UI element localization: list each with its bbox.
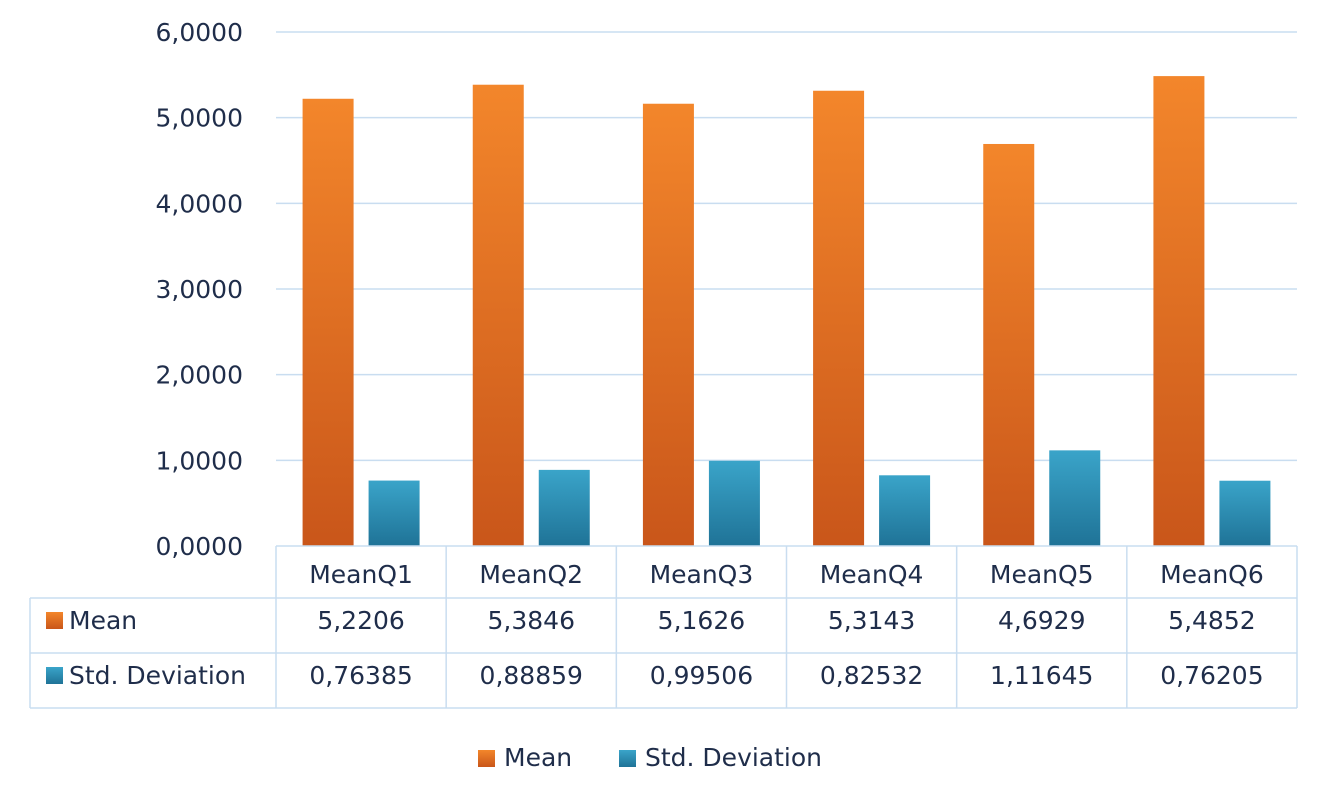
table-cell-value: 0,76385: [309, 661, 412, 690]
table-cell-value: 0,99506: [650, 661, 753, 690]
bar-mean: [472, 84, 524, 546]
y-tick-label: 6,0000: [156, 18, 243, 47]
bar-std-deviation: [879, 475, 931, 546]
table-cell-value: 1,11645: [990, 661, 1093, 690]
bar-mean: [983, 143, 1035, 546]
table-cell-value: 0,82532: [820, 661, 923, 690]
legend: Mean Std. Deviation: [478, 743, 822, 772]
legend-key-mean: [478, 750, 495, 767]
table-key-std-deviation: [46, 667, 63, 684]
legend-label: Mean: [504, 743, 572, 772]
bar-std-deviation: [1049, 450, 1101, 546]
table-cell-value: 5,3846: [488, 606, 575, 635]
bar-std-deviation: [368, 480, 420, 546]
bar-mean: [1153, 76, 1205, 546]
bar-std-deviation: [708, 460, 760, 546]
category-label: MeanQ4: [820, 560, 924, 589]
y-tick-label: 3,0000: [156, 275, 243, 304]
table-cell-value: 0,88859: [480, 661, 583, 690]
table-row-label: Std. Deviation: [69, 661, 246, 690]
legend-key-std-deviation: [619, 750, 636, 767]
y-tick-label: 5,0000: [156, 104, 243, 133]
bar-std-deviation: [538, 469, 590, 546]
table-row-label: Mean: [69, 606, 137, 635]
y-tick-label: 1,0000: [156, 446, 243, 475]
table-key-mean: [46, 612, 63, 629]
table-cell-value: 5,4852: [1168, 606, 1255, 635]
table-cell-value: 5,2206: [317, 606, 404, 635]
y-tick-label: 4,0000: [156, 189, 243, 218]
legend-label: Std. Deviation: [645, 743, 822, 772]
bar-mean: [302, 98, 354, 546]
category-label: MeanQ5: [990, 560, 1094, 589]
gridlines: [276, 31, 1297, 462]
y-tick-label: 2,0000: [156, 361, 243, 390]
bars: [302, 76, 1271, 546]
y-axis-tick-labels: 0,0000 1,0000 2,0000 3,0000 4,0000 5,0000 6,00…: [156, 18, 243, 561]
bar-std-deviation: [1219, 480, 1271, 546]
data-table: MeanQ1 MeanQ2 MeanQ3 MeanQ4 MeanQ5 MeanQ6 Mean…: [29, 545, 1298, 709]
category-label: MeanQ3: [650, 560, 754, 589]
category-label: MeanQ2: [479, 560, 583, 589]
table-cell-value: 5,3143: [828, 606, 915, 635]
bar-mean: [642, 103, 694, 546]
category-label: MeanQ1: [309, 560, 413, 589]
bar-mean: [813, 90, 865, 546]
table-cell-value: 4,6929: [998, 606, 1085, 635]
table-cell-value: 0,76205: [1160, 661, 1263, 690]
table-cell-value: 5,1626: [658, 606, 745, 635]
y-tick-label: 0,0000: [156, 532, 243, 561]
category-label: MeanQ6: [1160, 560, 1264, 589]
